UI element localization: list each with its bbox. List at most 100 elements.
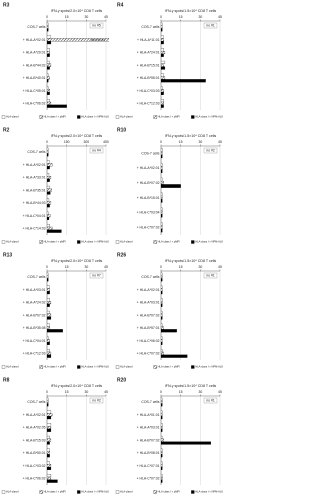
bar <box>47 79 49 83</box>
legend-swatch <box>115 365 120 369</box>
bar <box>161 397 163 401</box>
bar <box>47 76 50 80</box>
bar <box>161 351 164 355</box>
bar <box>161 192 163 197</box>
category-label: + HLA-B*44:03 <box>23 201 46 205</box>
bar <box>161 41 164 45</box>
bar <box>161 89 164 93</box>
bar <box>47 185 50 189</box>
bar <box>47 349 50 353</box>
bar <box>47 285 50 289</box>
value-note: 357±72.83 <box>91 38 105 42</box>
bar <box>161 336 163 340</box>
panel-label: R2 <box>3 127 10 133</box>
x-tick-label: 45 <box>104 265 108 269</box>
bar <box>161 166 163 170</box>
x-tick-label: 30 <box>198 15 202 19</box>
bar <box>161 53 164 57</box>
bar <box>47 435 50 439</box>
category-label: + HLA-C*03:02 <box>23 464 46 468</box>
bar <box>47 288 50 292</box>
bar <box>47 73 49 77</box>
bar <box>47 275 49 279</box>
category-label: + HLA-C*04:01 <box>23 339 46 343</box>
bar <box>47 303 50 307</box>
category-label: + HLA-C*14:03 <box>23 227 46 231</box>
bar <box>47 410 52 414</box>
bar <box>161 400 163 404</box>
legend-label: HLA-class I + NPM-ALK <box>195 115 223 119</box>
legend-label: HLA-class I + pMFI <box>44 240 66 244</box>
bar <box>47 423 52 427</box>
bar <box>161 479 163 483</box>
bar <box>47 211 49 215</box>
category-label: + HLA-B*08:01 <box>137 451 160 455</box>
bar <box>161 35 164 39</box>
bar <box>47 160 50 164</box>
category-label: + HLA-C*07:02 <box>137 225 160 229</box>
x-tick-label: 0 <box>160 390 162 394</box>
category-label: COS-7 cells <box>141 275 159 279</box>
legend-swatch <box>1 365 6 369</box>
x-tick-label: 45 <box>218 390 222 394</box>
bar <box>47 173 50 177</box>
legend-label: HLA-class I + pMFI <box>158 490 180 494</box>
category-label: + HLA-C*04:01 <box>23 214 46 218</box>
bar <box>47 428 52 432</box>
bar <box>47 291 50 295</box>
category-label: COS-7 cells <box>141 25 159 29</box>
legend-swatch <box>153 240 157 244</box>
panel-label: R4 <box>117 2 124 8</box>
annotation: no #1 <box>206 23 215 27</box>
bar <box>47 51 50 55</box>
axis-title: IFN-γ spots/1.5×10⁴ CD8 T cells <box>165 9 217 13</box>
bar <box>47 22 49 26</box>
bar <box>47 316 52 320</box>
bar <box>161 323 163 327</box>
category-label: COS-7 cells <box>27 150 45 154</box>
panel-label: R20 <box>117 377 126 383</box>
bar <box>47 326 50 330</box>
bar <box>47 176 52 180</box>
bars <box>47 147 62 233</box>
bar <box>47 323 50 327</box>
bars <box>161 397 211 483</box>
x-tick-label: 45 <box>104 390 108 394</box>
legend-swatch <box>39 365 43 369</box>
legend-swatch <box>115 490 120 494</box>
bar <box>161 288 163 292</box>
category-label: + HLA-C*07:02 <box>137 477 160 481</box>
axis-title: IFN-γ spots/2.0×10⁴ CD8 T cells <box>51 134 103 138</box>
x-tick-label: 45 <box>104 15 108 19</box>
panel-label: R10 <box>117 127 126 133</box>
bar <box>161 213 163 218</box>
x-tick-label: 15 <box>65 390 69 394</box>
bar <box>161 181 164 185</box>
legend-swatch <box>191 365 195 369</box>
legend-swatch <box>153 115 157 119</box>
category-label: + HLA-B*07:02 <box>137 181 160 185</box>
legend-label: HLA-class I <box>6 115 20 119</box>
annotation: no #1 <box>206 273 215 277</box>
legend-swatch <box>115 115 120 119</box>
bar <box>47 86 49 90</box>
bar <box>47 448 50 452</box>
bar <box>47 60 50 64</box>
bar <box>47 89 50 93</box>
bar <box>161 76 166 80</box>
x-tick-label: 45 <box>218 140 222 144</box>
annotation-box <box>203 397 218 404</box>
legend-label: HLA-class I <box>6 240 20 244</box>
bar <box>161 210 163 215</box>
bar <box>161 413 163 417</box>
bar <box>47 339 50 343</box>
bar <box>161 454 163 458</box>
x-tick-label: 0 <box>160 265 162 269</box>
bar <box>47 313 52 317</box>
legend-swatch <box>77 115 81 119</box>
legend-label: HLA-class I + pMFI <box>158 365 180 369</box>
x-tick-label: 30 <box>84 390 88 394</box>
legend-label: HLA-class I <box>120 365 134 369</box>
annotation-box <box>89 22 104 29</box>
